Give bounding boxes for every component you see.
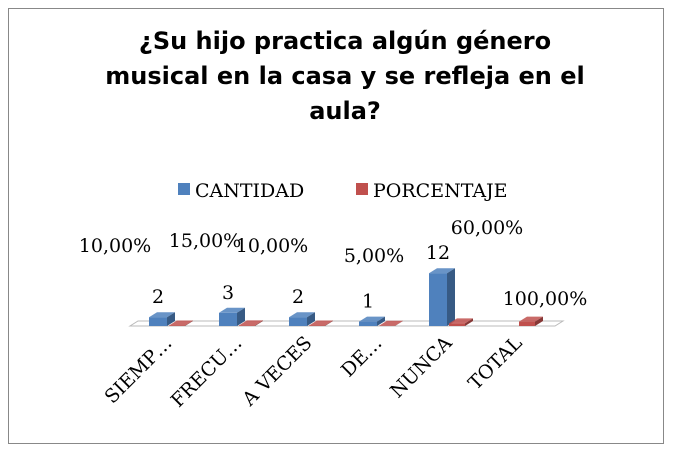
data-label: 60,00% — [451, 217, 523, 239]
x-tick-label: DE… — [337, 332, 387, 382]
data-label: 3 — [222, 282, 234, 304]
bar-side — [307, 312, 315, 326]
bar-front — [289, 317, 307, 326]
x-tick-label: TOTAL — [464, 332, 527, 395]
legend-label: PORCENTAJE — [373, 180, 508, 202]
bar — [149, 312, 175, 326]
bar — [289, 312, 315, 326]
data-label: 15,00% — [169, 230, 241, 252]
bar-side — [465, 318, 473, 326]
data-label: 10,00% — [236, 235, 308, 257]
bar — [169, 320, 193, 326]
bar-side — [377, 316, 385, 326]
bar — [359, 316, 385, 326]
chart-frame — [8, 8, 664, 444]
bar — [519, 316, 543, 326]
chart-title: ¿Su hijo practica algún género musical e… — [105, 27, 585, 125]
x-tick-label: A VECES — [237, 332, 316, 411]
bar-top — [429, 268, 455, 274]
data-label: 5,00% — [344, 245, 404, 267]
bar-side — [255, 320, 263, 326]
bar-front — [429, 273, 447, 326]
x-tick-label: SIEMP… — [100, 332, 176, 408]
data-label: 2 — [292, 286, 304, 308]
data-label: 100,00% — [503, 288, 588, 310]
bar-front — [359, 321, 377, 326]
data-label: 1 — [362, 291, 374, 313]
x-tick-label: FRECU… — [167, 332, 247, 412]
legend-swatch — [178, 183, 190, 195]
bar-top — [359, 316, 385, 322]
bar-side — [167, 312, 175, 326]
bar-side — [447, 268, 455, 326]
bar — [219, 307, 245, 326]
data-label: 2 — [152, 286, 164, 308]
bar-side — [185, 320, 193, 326]
data-label: 10,00% — [79, 235, 151, 257]
floor — [128, 320, 565, 327]
bar — [309, 320, 333, 326]
bar-front — [519, 321, 535, 326]
bar — [239, 320, 263, 326]
bar-front — [449, 323, 465, 326]
bar-side — [237, 307, 245, 326]
bar-top — [219, 307, 245, 313]
bar — [449, 318, 473, 326]
bar-top — [149, 312, 175, 318]
bar-front — [219, 312, 237, 326]
bar-top — [289, 312, 315, 318]
bar-front — [239, 325, 255, 326]
bar-front — [149, 317, 167, 326]
bar — [429, 268, 455, 326]
data-label: 12 — [426, 242, 450, 264]
x-tick-label: NUNCA — [386, 332, 457, 403]
legend-swatch — [356, 183, 368, 195]
bar — [379, 320, 403, 326]
legend-label: CANTIDAD — [195, 180, 304, 202]
bar-side — [395, 320, 403, 326]
bar-side — [325, 320, 333, 326]
bar-side — [535, 316, 543, 326]
